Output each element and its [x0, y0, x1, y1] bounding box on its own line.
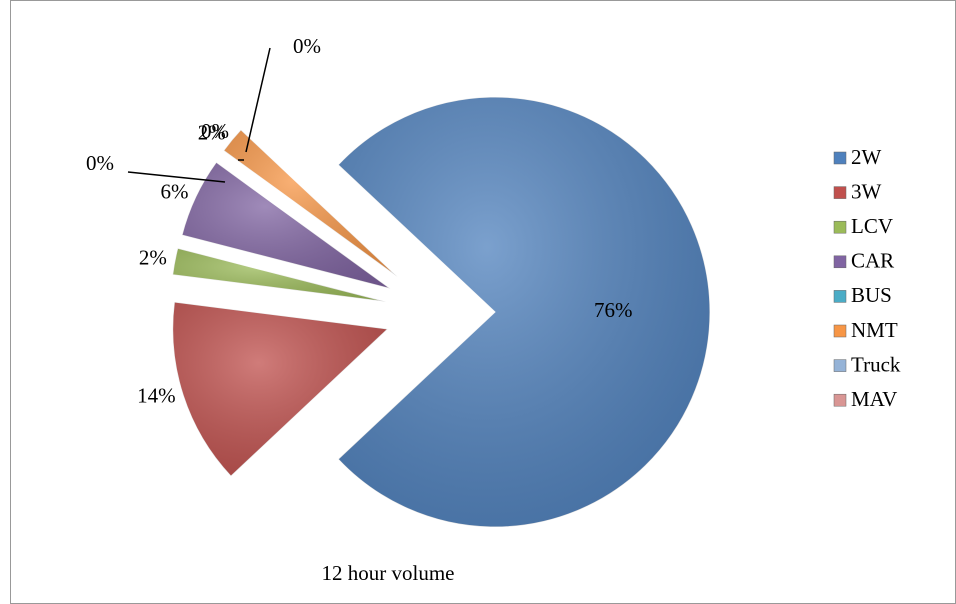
legend-label: 3W [851, 179, 882, 203]
slice-shade [172, 302, 388, 477]
legend-swatch [833, 290, 847, 303]
legend-label: CAR [851, 249, 894, 273]
legend-swatch [833, 255, 847, 269]
legend-label: Truck [851, 352, 901, 376]
leader-line [245, 47, 271, 153]
legend-swatch [833, 220, 847, 234]
legend-label: MAV [851, 387, 897, 411]
legend-swatch [833, 359, 847, 372]
legend-label: NMT [851, 318, 898, 342]
legend-swatch [833, 393, 847, 407]
slice-shade [223, 129, 398, 277]
legend-label: LCV [851, 214, 893, 238]
data-label: 14% [137, 384, 176, 408]
slice-shade [172, 248, 386, 302]
legend-swatch [833, 186, 847, 199]
legend-label: BUS [851, 283, 892, 307]
data-label: 2% [198, 121, 226, 145]
slice-shade [338, 97, 710, 528]
chart-title: 12 hour volume [322, 561, 455, 585]
legend-swatch [833, 324, 847, 338]
slice-shade [181, 162, 391, 289]
data-label: 0% [293, 34, 321, 58]
legend-label: 2W [851, 145, 882, 169]
data-label: 0% [201, 119, 229, 143]
data-label: 6% [160, 179, 188, 203]
leader-line [127, 171, 226, 183]
data-label: 2% [139, 246, 167, 270]
legend-swatch [833, 151, 847, 165]
data-label: 0% [86, 151, 114, 175]
data-label: 76% [594, 298, 633, 322]
